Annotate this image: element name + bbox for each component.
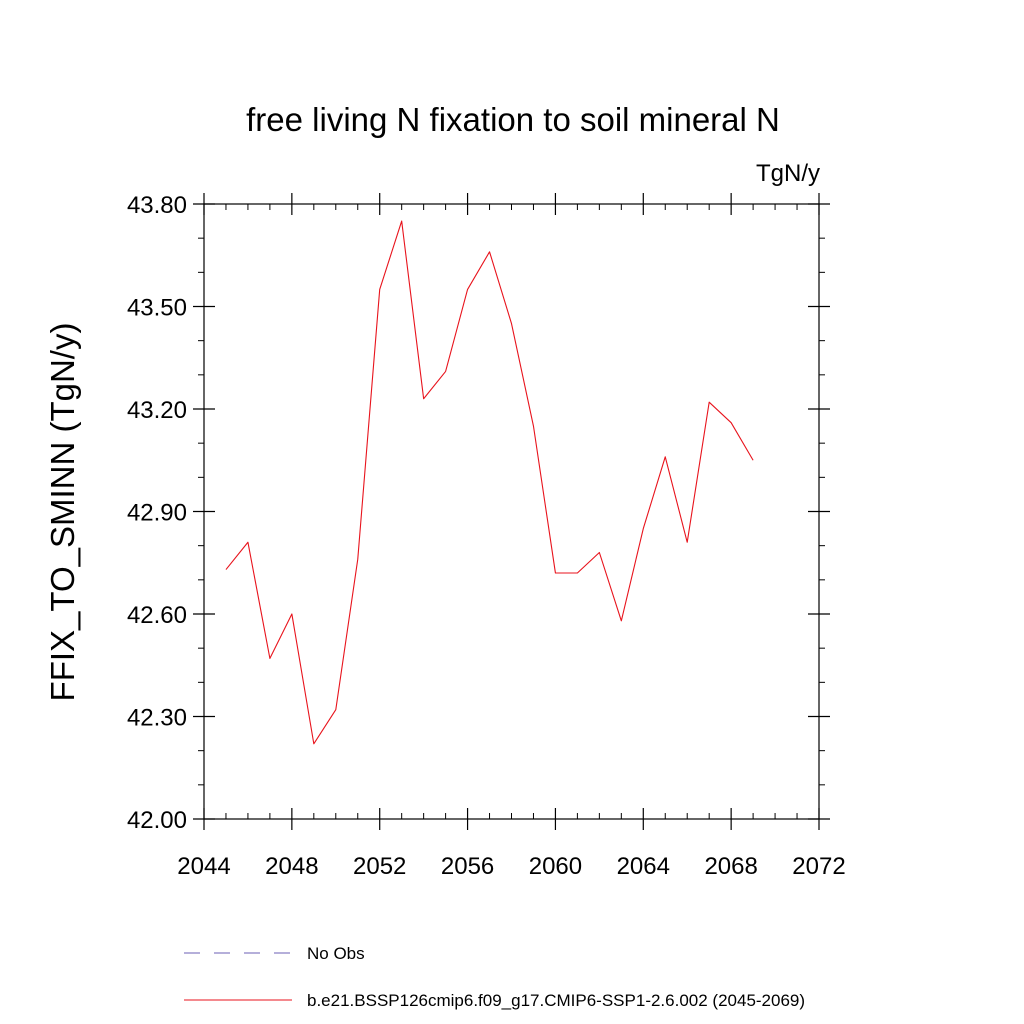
x-tick-label: 2048 — [265, 853, 318, 880]
data-point — [467, 289, 468, 290]
data-point — [709, 402, 710, 403]
y-tick-label: 43.20 — [127, 397, 187, 424]
legend-label-no-obs: No Obs — [307, 944, 365, 963]
x-tick-label: 2064 — [617, 853, 670, 880]
axis-ticks — [193, 193, 830, 830]
x-tick-label: 2052 — [353, 853, 406, 880]
y-tick-label: 42.30 — [127, 705, 187, 732]
y-tick-label: 43.50 — [127, 295, 187, 322]
x-tick-labels: 2044 2048 2052 2056 2060 2064 2068 2072 — [177, 853, 845, 880]
data-point — [577, 573, 578, 574]
data-point — [643, 528, 644, 529]
chart-title: free living N fixation to soil mineral N — [246, 101, 780, 138]
y-axis-label: FFIX_TO_SMINN (TgN/y) — [44, 323, 81, 702]
units-label: TgN/y — [756, 160, 820, 187]
legend: No Obs b.e21.BSSP126cmip6.f09_g17.CMIP6-… — [184, 944, 805, 1010]
data-point — [247, 542, 248, 543]
data-point — [687, 542, 688, 543]
data-point — [731, 422, 732, 423]
data-point — [533, 426, 534, 427]
data-point — [423, 398, 424, 399]
data-point — [379, 289, 380, 290]
data-point — [445, 371, 446, 372]
data-point — [291, 614, 292, 615]
data-point — [599, 552, 600, 553]
y-tick-label: 42.90 — [127, 500, 187, 527]
x-tick-label: 2068 — [704, 853, 757, 880]
data-point — [489, 251, 490, 252]
plot-frame — [203, 203, 820, 820]
data-point — [313, 743, 314, 744]
data-point — [753, 460, 754, 461]
series-layer — [225, 220, 754, 745]
x-tick-label: 2072 — [792, 853, 845, 880]
data-point — [225, 569, 226, 570]
data-point — [621, 620, 622, 621]
y-tick-labels: 42.00 42.30 42.60 42.90 43.20 43.50 43.80 — [127, 192, 187, 834]
data-point — [555, 573, 556, 574]
y-tick-label: 43.80 — [127, 192, 187, 219]
x-tick-label: 2056 — [441, 853, 494, 880]
data-point — [335, 709, 336, 710]
data-point — [665, 456, 666, 457]
y-tick-label: 42.00 — [127, 807, 187, 834]
data-point — [511, 323, 512, 324]
data-point — [357, 559, 358, 560]
data-point — [401, 221, 402, 222]
x-tick-label: 2060 — [529, 853, 582, 880]
data-point — [269, 658, 270, 659]
y-tick-label: 42.60 — [127, 602, 187, 629]
series-line-0 — [225, 220, 754, 745]
legend-label-model-run: b.e21.BSSP126cmip6.f09_g17.CMIP6-SSP1-2.… — [307, 991, 805, 1010]
x-tick-label: 2044 — [177, 853, 230, 880]
